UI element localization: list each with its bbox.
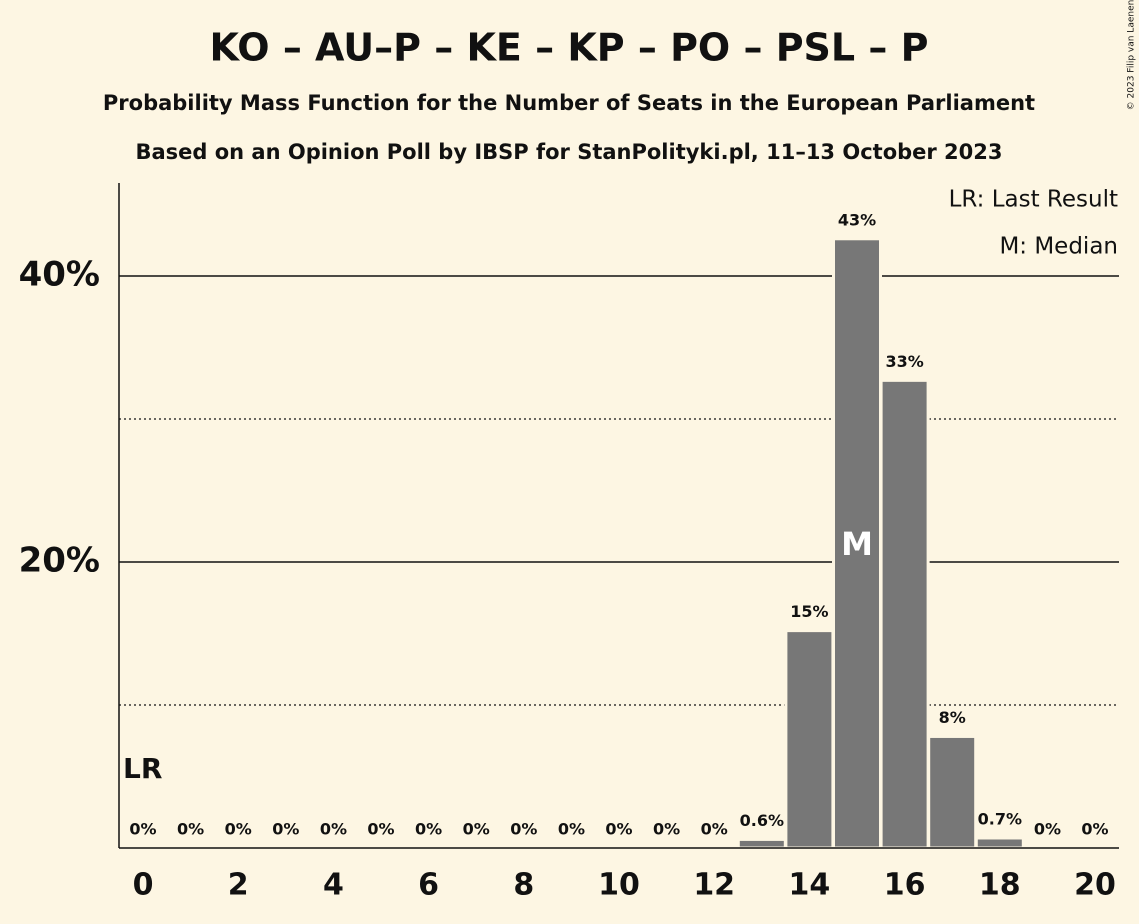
chart-title: KO – AU–P – KE – KP – PO – PSL – P [210, 26, 929, 70]
bar [784, 629, 835, 850]
median-marker: M [841, 525, 873, 563]
value-label: 0% [558, 820, 585, 839]
x-tick-label: 12 [693, 868, 735, 903]
value-label: 0% [320, 820, 347, 839]
value-label: 0% [605, 820, 632, 839]
value-label: 0.7% [978, 809, 1022, 828]
value-label: 0% [415, 820, 442, 839]
x-tick-label: 6 [418, 868, 439, 903]
x-tick-label: 14 [789, 868, 831, 903]
value-label: 0% [272, 820, 299, 839]
value-label: 43% [838, 210, 876, 229]
x-tick-label: 10 [598, 868, 640, 903]
value-label: 0% [701, 820, 728, 839]
value-label: 0% [653, 820, 680, 839]
value-label: 0% [1034, 820, 1061, 839]
y-tick-label: 40% [19, 254, 100, 294]
copyright: © 2023 Filip van Laenen [1127, 0, 1137, 110]
bar [927, 734, 978, 850]
legend-entry: M: Median [999, 234, 1118, 260]
value-label: 33% [885, 352, 923, 371]
x-tick-label: 18 [979, 868, 1021, 903]
x-tick-label: 16 [884, 868, 926, 903]
value-label: 0.6% [740, 811, 784, 830]
x-tick-label: 0 [133, 868, 154, 903]
value-label: 8% [939, 708, 966, 727]
x-tick-label: 8 [513, 868, 534, 903]
x-tick-label: 4 [323, 868, 344, 903]
bar [974, 836, 1025, 850]
bar [879, 378, 930, 850]
bar [736, 837, 787, 850]
value-label: 15% [790, 602, 828, 621]
chart-subtitle: Based on an Opinion Poll by IBSP for Sta… [135, 140, 1002, 164]
value-label: 0% [367, 820, 394, 839]
x-tick-label: 20 [1074, 868, 1116, 903]
x-tick-label: 2 [228, 868, 249, 903]
value-label: 0% [1081, 820, 1108, 839]
value-label: 0% [463, 820, 490, 839]
bar [832, 237, 882, 850]
value-label: 0% [510, 820, 537, 839]
legend-entry: LR: Last Result [949, 187, 1118, 213]
chart-subtitle: Probability Mass Function for the Number… [103, 91, 1035, 115]
y-tick-label: 20% [19, 540, 100, 580]
value-label: 0% [177, 820, 204, 839]
value-label: 0% [225, 820, 252, 839]
last-result-marker: LR [123, 752, 162, 785]
value-label: 0% [129, 820, 156, 839]
